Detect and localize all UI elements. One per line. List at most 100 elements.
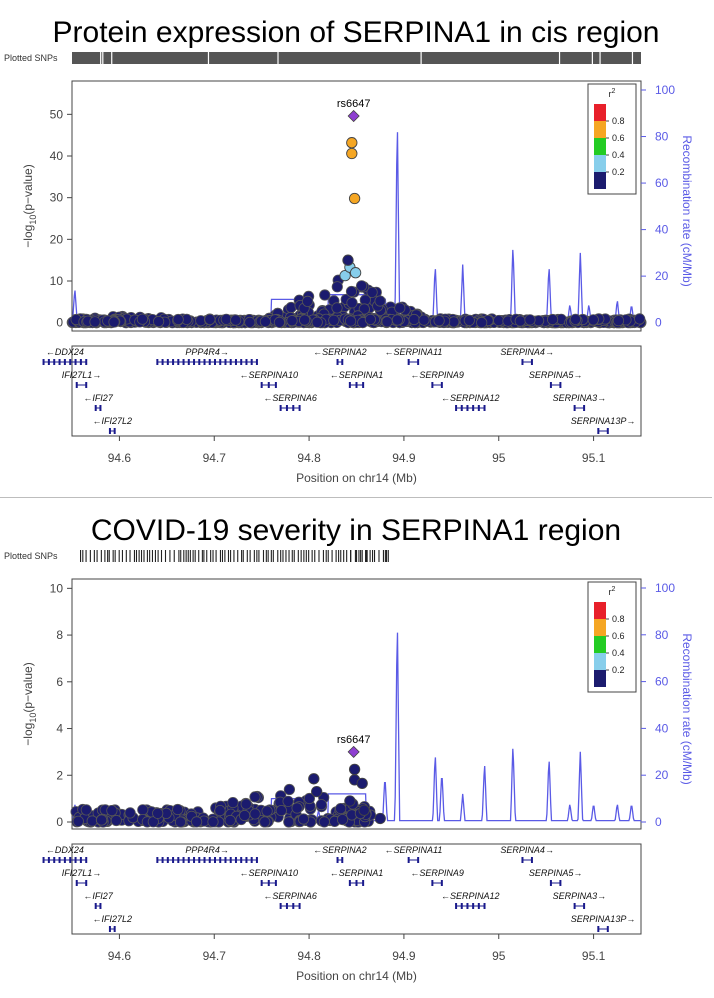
snp-point: [346, 297, 358, 309]
gene-exon: [530, 359, 533, 365]
gene-label: SERPINA3→: [553, 891, 607, 901]
gene-exon: [466, 903, 469, 909]
gene-exon: [75, 880, 78, 886]
gene-exon: [234, 857, 237, 863]
gene-exon: [298, 405, 301, 411]
gene-exon: [234, 359, 237, 365]
snp-tick: [387, 550, 389, 562]
gene-exon: [483, 903, 486, 909]
snp-density-gap: [558, 52, 561, 64]
gene-name: SERPINA2: [322, 845, 367, 855]
r2-legend-swatch: [594, 670, 606, 687]
gene-exon: [530, 857, 533, 863]
snp-point: [124, 807, 136, 819]
y-tick-label: 40: [50, 149, 64, 163]
snp-point: [273, 316, 285, 328]
gene-arrow-left: ←: [410, 370, 419, 380]
y-tick-label: 2: [56, 768, 63, 782]
gene-name: SERPINA6: [272, 393, 317, 403]
y-axis-label-tail: (p−value): [21, 662, 35, 712]
gene-name: SERPINA12: [450, 891, 500, 901]
y-axis-label-sub: 10: [28, 215, 38, 225]
snp-point: [249, 808, 261, 820]
gene-exon: [161, 359, 164, 365]
snp-tick: [173, 550, 175, 562]
snp-point: [364, 313, 376, 325]
gene-name: PPP4R4: [185, 845, 220, 855]
lead-snp-label: rs6647: [337, 98, 371, 110]
gene-exon: [203, 857, 206, 863]
snp-tick: [369, 550, 371, 562]
x-tick-label: 95.1: [582, 949, 606, 963]
snp-point: [319, 289, 331, 301]
snp-tick: [386, 550, 388, 562]
y-tick-label: 30: [50, 191, 64, 205]
gene-exon: [466, 405, 469, 411]
snp-tick: [93, 550, 95, 562]
snp-point: [418, 314, 430, 326]
snp-point: [239, 809, 251, 822]
gene-exon: [573, 903, 576, 909]
gene-exon: [250, 857, 253, 863]
r2-legend-swatch: [594, 602, 606, 619]
x-tick-label: 94.7: [203, 451, 227, 465]
y-tick-label: 20: [50, 232, 64, 246]
r2-legend-title-r: r: [609, 587, 612, 597]
gene-label: SERPINA5→: [529, 370, 583, 380]
snp-tick: [358, 550, 360, 562]
snp-point: [80, 804, 92, 816]
gene-track-frame: [71, 843, 642, 935]
gene-arrow-left: ←: [93, 416, 102, 426]
gene-exon: [336, 857, 339, 863]
snp-tick: [107, 550, 109, 562]
plot-frame: [71, 578, 642, 830]
r2-legend-title-r: r: [609, 89, 612, 99]
y-axis-label: −log10(p−value): [21, 662, 38, 745]
snp-tick: [210, 550, 212, 562]
snp-point: [224, 814, 236, 827]
gene-label: SERPINA5→: [529, 868, 583, 878]
gene-exon: [182, 857, 185, 863]
snp-point: [108, 316, 120, 328]
gene-exon: [417, 857, 420, 863]
gene-exon: [460, 903, 463, 909]
gene-exon: [431, 382, 434, 388]
gene-exon: [79, 359, 82, 365]
gene-name: DDX24: [55, 347, 84, 357]
gene-label: ←SERPINA12: [441, 393, 500, 403]
snp-tick: [89, 550, 91, 562]
snp-point-ld: [346, 137, 358, 149]
gene-exon: [573, 405, 576, 411]
snp-point: [569, 313, 582, 325]
gene-exon: [42, 857, 45, 863]
gene-exon: [597, 926, 600, 932]
gene-exon: [279, 903, 282, 909]
gene-name: DDX24: [55, 845, 84, 855]
gene-name: IFI27: [92, 393, 114, 403]
y2-tick-label: 20: [655, 269, 669, 283]
snp-density-gap: [100, 52, 102, 64]
gene-arrow-right: →: [626, 416, 635, 426]
snp-point: [240, 798, 252, 810]
plotted-snps-track: [80, 550, 389, 562]
gene-arrow-left: ←: [83, 891, 92, 901]
gene-arrow-left: ←: [93, 914, 102, 924]
gene-exon: [477, 405, 480, 411]
snp-tick: [270, 550, 272, 562]
gene-exon: [472, 903, 475, 909]
y2-tick-label: 40: [655, 721, 669, 735]
snp-tick: [221, 550, 224, 562]
snp-point: [136, 313, 148, 325]
gene-arrow-right: →: [597, 393, 606, 403]
gene-arrow-left: ←: [240, 868, 249, 878]
gene-label: ←SERPINA2: [313, 845, 367, 855]
snp-tick: [154, 550, 156, 562]
r2-legend-title-sup: 2: [612, 586, 616, 593]
snp-tick: [96, 550, 98, 562]
background-snps: [70, 783, 376, 828]
snp-point: [448, 316, 460, 328]
snp-tick: [129, 550, 131, 562]
snp-tick: [149, 550, 151, 562]
y-tick-label: 50: [50, 107, 64, 121]
snp-tick: [242, 550, 244, 562]
